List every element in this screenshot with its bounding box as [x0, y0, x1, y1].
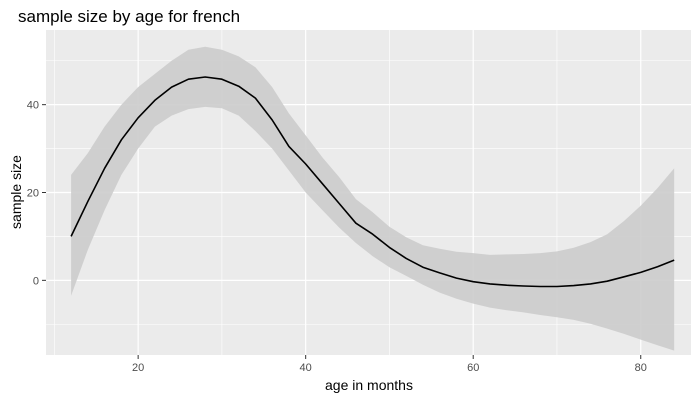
- x-tick-label: 20: [132, 362, 144, 374]
- y-tick-label: 40: [27, 100, 39, 112]
- axis-ticks: 20 40 60 80 0 20 40: [27, 100, 647, 374]
- data-layer: [70, 46, 675, 351]
- chart-title: sample size by age for french: [18, 7, 240, 26]
- x-tick-label: 40: [300, 362, 312, 374]
- y-tick-label: 20: [27, 188, 39, 200]
- x-axis-label: age in months: [325, 377, 413, 393]
- y-axis-label: sample size: [8, 155, 24, 229]
- smooth-line: [70, 76, 675, 288]
- y-tick-label: 0: [33, 275, 39, 287]
- x-tick-label: 60: [467, 362, 479, 374]
- x-tick-label: 80: [635, 362, 647, 374]
- confidence-ribbon: [71, 46, 675, 351]
